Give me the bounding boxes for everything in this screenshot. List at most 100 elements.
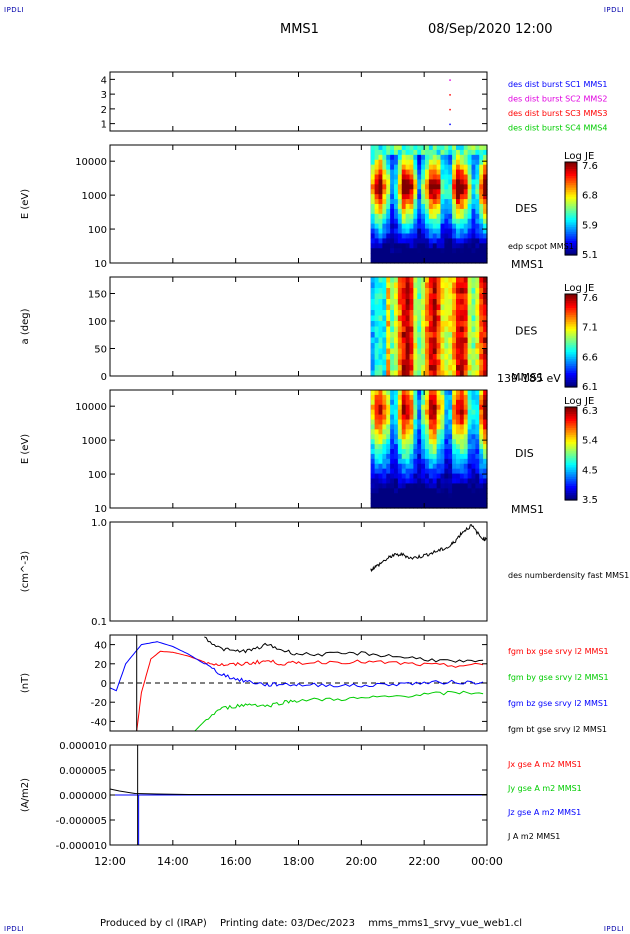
heatmap-1-cell (448, 218, 453, 225)
heatmap-2-cell (405, 321, 411, 328)
heatmap-1-cell (440, 243, 445, 249)
colorbar-1-band (565, 236, 577, 240)
heatmap-3-cell (448, 493, 453, 499)
heatmap-3-cell (452, 473, 457, 480)
heatmap-3-cell (386, 449, 391, 455)
heatmap-3-cell (428, 399, 434, 406)
heatmap-3-cell (374, 488, 380, 494)
heatmap-2-cell (409, 293, 414, 300)
heatmap-2-cell (483, 326, 488, 333)
heatmap-3-cell (475, 399, 480, 406)
heatmap-1-cell (417, 243, 422, 249)
colorbar-1-band (565, 203, 577, 207)
heatmap-3-cell (409, 498, 414, 504)
heatmap-3-cell (382, 390, 387, 396)
heatmap-2-cell (413, 293, 418, 300)
heatmap-2-cell (428, 310, 434, 317)
heatmap-3-cell (475, 493, 480, 499)
heatmap-3-cell (432, 439, 438, 445)
colorbar-1-band (565, 238, 577, 242)
colorbar-2-band (565, 317, 577, 321)
heatmap-2-cell (436, 321, 442, 328)
heatmap-2-cell (459, 310, 465, 317)
colorbar-3-band (565, 458, 577, 462)
heatmap-1-cell (479, 199, 484, 205)
heatmap-2-cell (382, 337, 387, 344)
heatmap-1-cell (405, 145, 411, 151)
heatmap-3-cell (463, 390, 469, 396)
heatmap-1-cell (456, 208, 461, 215)
heatmap-1-cell (417, 154, 422, 161)
heatmap-1-cell (405, 179, 411, 185)
heatmap-1-cell (374, 253, 380, 259)
heatmap-2-cell (459, 299, 465, 306)
heatmap-2-cell (440, 370, 445, 377)
heatmap-1-cell (432, 199, 438, 205)
heatmap-3-cell (459, 498, 465, 504)
heatmap-2-cell (475, 359, 480, 366)
heatmap-3-cell (374, 414, 380, 421)
heatmap-3-cell (444, 503, 449, 509)
heatmap-1-cell (386, 169, 391, 176)
heatmap-1-cell (413, 218, 418, 225)
heatmap-2-cell (452, 310, 457, 317)
heatmap-2-cell (425, 348, 430, 355)
colorbar-1-band (565, 220, 577, 224)
heatmap-1-cell (432, 243, 438, 249)
heatmap-1-cell (425, 154, 430, 161)
heatmap-1-cell (479, 228, 484, 235)
heatmap-3-cell (413, 424, 418, 430)
heatmap-2-cell (471, 282, 476, 289)
heatmap-1-cell (471, 164, 476, 171)
heatmap-2-cell (475, 310, 480, 317)
heatmap-2-cell (401, 348, 407, 355)
colorbar-1-band (565, 187, 577, 191)
heatmap-3-cell (374, 444, 380, 450)
heatmap-2-cell (378, 348, 383, 355)
heatmap-1-cell (428, 189, 434, 195)
heatmap-3-cell (456, 424, 461, 430)
heatmap-1-cell (386, 174, 391, 181)
heatmap-2-cell (370, 304, 376, 311)
heatmap-1-cell (370, 169, 376, 176)
colorbar-3-band (565, 467, 577, 471)
heatmap-1-cell (425, 238, 430, 244)
heatmap-1-cell (417, 184, 422, 190)
heatmap-3-cell (444, 468, 449, 475)
heatmap-3-cell (483, 419, 488, 426)
colorbar-2-band (565, 345, 577, 349)
heatmap-2-cell (390, 304, 395, 311)
heatmap-3-cell (425, 488, 430, 494)
heatmap-3-cell (471, 424, 476, 430)
heatmap-3-cell (428, 419, 434, 426)
heatmap-1-cell (397, 145, 403, 151)
heatmap-2-cell (394, 337, 399, 344)
heatmap-3-cell (479, 394, 484, 401)
heatmap-2-cell (428, 359, 434, 366)
heatmap-2-cell (463, 354, 469, 361)
heatmap-3-cell (378, 399, 383, 406)
heatmap-2-cell (483, 337, 488, 344)
heatmap-2-cell (405, 315, 411, 322)
heatmap-1-cell (436, 179, 442, 185)
heatmap-1-cell (448, 159, 453, 166)
heatmap-2-cell (417, 343, 422, 350)
heatmap-3-cell (413, 493, 418, 499)
corner-logo-top-left: IPDLI (4, 6, 25, 14)
heatmap-2-cell (413, 337, 418, 344)
heatmap-1-cell (370, 145, 376, 151)
heatmap-1-cell (467, 248, 473, 254)
heatmap-2-cell (444, 299, 449, 306)
heatmap-1-cell (467, 149, 473, 156)
heatmap-3-cell (417, 478, 422, 485)
heatmap-3-cell (475, 498, 480, 504)
heatmap-1-cell (378, 204, 383, 210)
heatmap-3-cell (452, 444, 457, 450)
panel-6-ylabel: (A/m2) (20, 778, 31, 812)
heatmap-3-cell (394, 498, 399, 504)
heatmap-2-cell (436, 332, 442, 339)
heatmap-3-cell (475, 414, 480, 421)
heatmap-1-cell (370, 204, 376, 210)
heatmap-1-cell (421, 189, 426, 195)
heatmap-3-cell (444, 399, 449, 406)
